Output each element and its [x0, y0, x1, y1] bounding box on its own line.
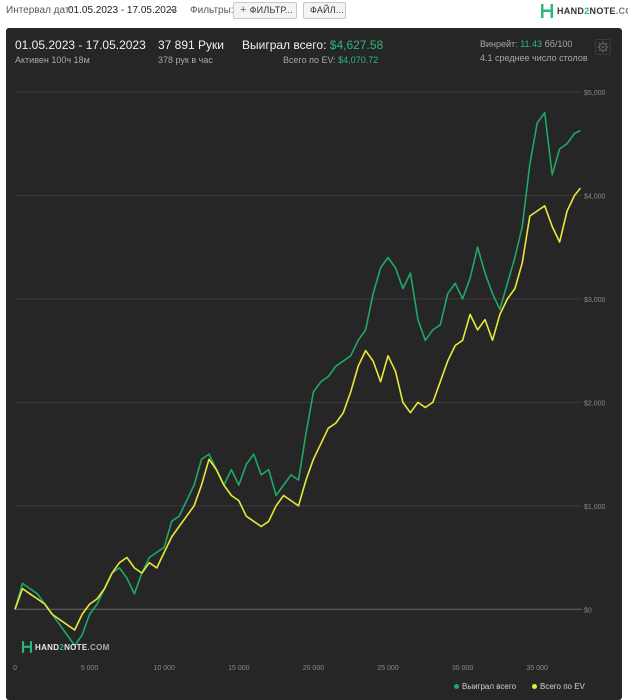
y-tick-label: $2,000	[584, 400, 606, 407]
ev-total: Всего по EV: $4,070.72	[283, 55, 378, 65]
settings-button[interactable]	[595, 39, 611, 55]
interval-dropdown[interactable]: 01.05.2023 - 17.05.2023	[68, 5, 177, 16]
x-tick-label: 5 000	[81, 665, 99, 672]
hands-count: 37 891 Руки	[158, 38, 224, 52]
ev-total-value: $4,070.72	[338, 55, 379, 65]
won-total-value: $4,627.58	[329, 38, 384, 52]
avg-tables: 4.1 среднее число столов	[480, 53, 588, 63]
logo-icon	[22, 641, 32, 653]
y-tick-label: $1,000	[584, 504, 606, 511]
legend-label: Всего по EV	[540, 682, 585, 691]
file-button-label: ФАЙЛ...	[310, 5, 344, 15]
x-tick-label: 25 000	[377, 665, 399, 672]
watermark-logo: HAND2NOTE.COM	[22, 641, 110, 653]
hand2note-logo: HAND2NOTE.COM	[541, 3, 628, 19]
y-tick-label: $4,000	[584, 193, 606, 200]
won-total: Выиграл всего: $4,627.58	[242, 38, 383, 52]
legend-dot	[454, 684, 459, 689]
x-tick-label: 35 000	[527, 665, 549, 672]
watermark-text: HAND2NOTE.COM	[35, 642, 110, 652]
add-filter-button[interactable]: + ФИЛЬТР...	[233, 2, 297, 19]
series-line	[14, 111, 581, 647]
active-time: Активен 100ч 18м	[15, 55, 90, 65]
winrate: Винрейт: 11.43 бб/100	[480, 39, 572, 49]
gear-icon	[597, 41, 609, 53]
filters-label: Фильтры:	[190, 5, 234, 16]
logo-icon	[541, 4, 553, 18]
file-button[interactable]: ФАЙЛ...	[303, 2, 346, 19]
legend-item-won[interactable]: Выиграл всего	[454, 682, 516, 691]
x-tick-label: 15 000	[228, 665, 250, 672]
winrate-label: Винрейт:	[480, 39, 518, 49]
y-tick-label: $3,000	[584, 297, 606, 304]
winrate-value: 11.43	[520, 39, 543, 49]
y-tick-label: $5,000	[584, 90, 606, 97]
add-filter-label: ФИЛЬТР...	[249, 5, 293, 15]
series-line	[14, 187, 582, 631]
won-total-label: Выиграл всего:	[242, 38, 327, 52]
hands-per-hour: 378 рук в час	[158, 55, 213, 65]
date-range: 01.05.2023 - 17.05.2023	[15, 38, 146, 52]
x-tick-label: 20 000	[303, 665, 325, 672]
legend-label: Выиграл всего	[462, 682, 517, 691]
interval-label: Интервал дат:	[6, 5, 73, 16]
plus-icon: +	[240, 4, 247, 16]
legend-item-ev[interactable]: Всего по EV	[532, 682, 585, 691]
top-toolbar: Интервал дат: 01.05.2023 - 17.05.2023 Фи…	[0, 0, 628, 22]
logo-text: HAND2NOTE.COM	[557, 6, 628, 16]
chevron-down-icon[interactable]	[170, 9, 176, 13]
y-tick-label: $0	[584, 607, 592, 614]
winrate-unit: бб/100	[544, 39, 573, 49]
ev-total-label: Всего по EV:	[283, 55, 336, 65]
graph-panel: 01.05.2023 - 17.05.2023 Активен 100ч 18м…	[6, 28, 622, 700]
x-tick-label: 0	[13, 665, 17, 672]
x-tick-label: 30 000	[452, 665, 474, 672]
profit-chart: $0 $1,000 $2,000 $3,000 $4,000 $5,000 0 5 000 10…	[13, 90, 606, 672]
legend-dot	[532, 684, 537, 689]
x-tick-label: 10 000	[153, 665, 175, 672]
